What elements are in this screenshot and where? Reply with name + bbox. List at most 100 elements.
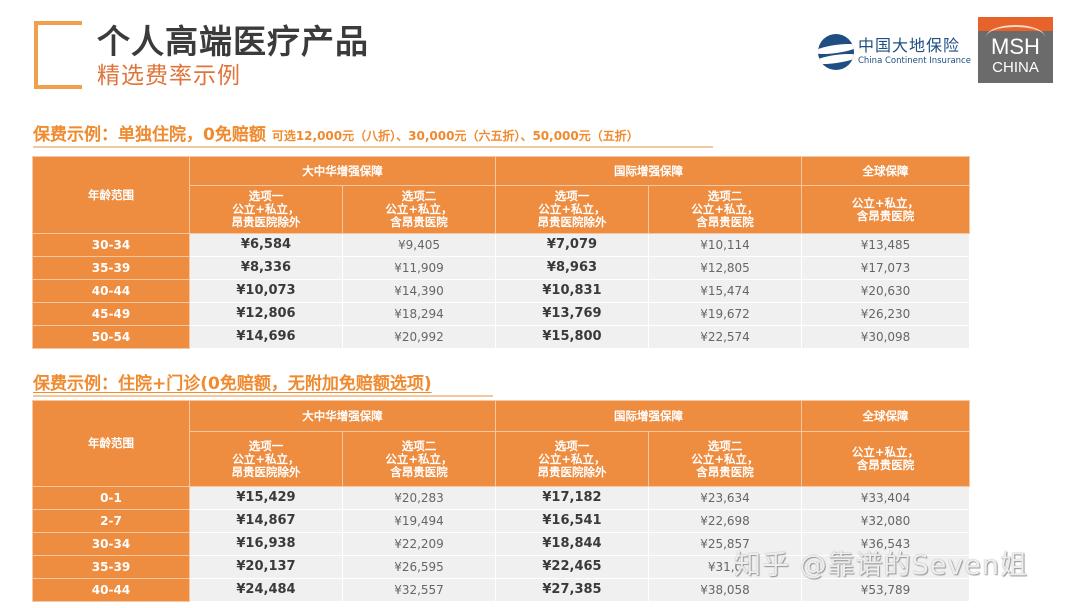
price-cell: ¥19,672 xyxy=(648,302,802,326)
group-header-international: 国际增强保障 xyxy=(495,156,802,186)
price-cell: ¥8,336 xyxy=(189,256,343,280)
group-header-global: 全球保障 xyxy=(801,156,970,186)
msh-china-logo: MSH CHINA xyxy=(978,17,1053,83)
zhihu-watermark: 知乎 @靠谱的Seven姐 xyxy=(734,550,1029,581)
section2-heading: 保费示例：住院+门诊(0免赔额，无附加免赔额选项) xyxy=(33,369,493,397)
price-cell: ¥15,800 xyxy=(495,325,649,349)
price-cell: ¥9,405 xyxy=(342,233,496,257)
option-header: 选项二 公立+私立， 含昂贵医院 xyxy=(342,431,496,487)
page-title: 个人高端医疗产品 xyxy=(97,22,369,61)
price-cell: ¥18,294 xyxy=(342,302,496,326)
price-cell: ¥22,465 xyxy=(495,555,649,579)
option-header: 选项一 公立+私立， 昂贵医院除外 xyxy=(189,185,343,234)
price-cell: ¥13,769 xyxy=(495,302,649,326)
section1-note: 可选12,000元（八折）、30,000元（六五折）、50,000元（五折） xyxy=(271,129,639,143)
price-cell: ¥36,543 xyxy=(801,532,970,556)
age-cell: 35-39 xyxy=(32,256,190,280)
price-cell: ¥30,098 xyxy=(801,325,970,349)
age-cell: 50-54 xyxy=(32,325,190,349)
price-cell: ¥23,634 xyxy=(648,486,802,510)
table-row: 40-44 ¥10,073 ¥14,390 ¥10,831 ¥15,474 ¥2… xyxy=(32,279,970,303)
age-cell: 2-7 xyxy=(32,509,190,533)
age-cell: 40-44 xyxy=(32,279,190,303)
rate-table-inpatient-outpatient: 年龄范围 大中华增强保障 国际增强保障 全球保障 选项一 公立+私立， 昂贵医院除外… xyxy=(32,400,970,602)
china-text: CHINA xyxy=(992,59,1039,76)
price-cell: ¥33,404 xyxy=(801,486,970,510)
price-cell: ¥53,789 xyxy=(801,578,970,602)
price-cell: ¥14,696 xyxy=(189,325,343,349)
option-header: 选项一 公立+私立， 昂贵医院除外 xyxy=(495,431,649,487)
table-row: 0-1 ¥15,429 ¥20,283 ¥17,182 ¥23,634 ¥33,… xyxy=(32,486,970,510)
price-cell: ¥10,831 xyxy=(495,279,649,303)
age-cell: 30-34 xyxy=(32,233,190,257)
price-cell: ¥15,429 xyxy=(189,486,343,510)
option-header: 选项二 公立+私立， 含昂贵医院 xyxy=(648,185,802,234)
price-cell: ¥12,805 xyxy=(648,256,802,280)
table-row: 2-7 ¥14,867 ¥19,494 ¥16,541 ¥22,698 ¥32,… xyxy=(32,509,970,533)
price-cell: ¥38,058 xyxy=(648,578,802,602)
price-cell: ¥16,541 xyxy=(495,509,649,533)
price-cell: ¥8,963 xyxy=(495,256,649,280)
price-cell: ¥20,137 xyxy=(189,555,343,579)
group-header-greater-china: 大中华增强保障 xyxy=(189,156,496,186)
price-cell: ¥15,474 xyxy=(648,279,802,303)
price-cell: ¥22,209 xyxy=(342,532,496,556)
price-cell: ¥22,574 xyxy=(648,325,802,349)
age-header: 年龄范围 xyxy=(32,400,190,487)
page-subtitle: 精选费率示例 xyxy=(97,63,241,89)
table-row: 50-54 ¥14,696 ¥20,992 ¥15,800 ¥22,574 ¥3… xyxy=(32,325,970,349)
price-cell: ¥20,283 xyxy=(342,486,496,510)
section1-title: 保费示例：单独住院，0免赔额 xyxy=(33,125,266,145)
price-cell: ¥19,494 xyxy=(342,509,496,533)
price-cell: ¥6,584 xyxy=(189,233,343,257)
price-cell: ¥26,230 xyxy=(801,302,970,326)
option-header: 公立+私立， 含昂贵医院 xyxy=(801,431,970,487)
price-cell: ¥32,080 xyxy=(801,509,970,533)
table-row: 35-39 ¥8,336 ¥11,909 ¥8,963 ¥12,805 ¥17,… xyxy=(32,256,970,280)
table-row: 30-34 ¥6,584 ¥9,405 ¥7,079 ¥10,114 ¥13,4… xyxy=(32,233,970,257)
group-header-global: 全球保障 xyxy=(801,400,970,432)
title-bracket-decoration xyxy=(34,21,82,89)
price-cell: ¥12,806 xyxy=(189,302,343,326)
price-cell: ¥26,595 xyxy=(342,555,496,579)
age-cell: 40-44 xyxy=(32,578,190,602)
msh-arc-icon xyxy=(978,17,1053,31)
price-cell: ¥25,857 xyxy=(648,532,802,556)
price-cell: ¥16,938 xyxy=(189,532,343,556)
price-cell: ¥20,630 xyxy=(801,279,970,303)
option-header: 选项一 公立+私立， 昂贵医院除外 xyxy=(189,431,343,487)
msh-text: MSH xyxy=(991,34,1040,59)
price-cell: ¥22,698 xyxy=(648,509,802,533)
rate-table-inpatient: 年龄范围 大中华增强保障 国际增强保障 全球保障 选项一 公立+私立， 昂贵医院除外… xyxy=(32,156,970,349)
section1-heading: 保费示例：单独住院，0免赔额 可选12,000元（八折）、30,000元（六五折）… xyxy=(33,120,713,148)
price-cell: ¥17,182 xyxy=(495,486,649,510)
price-cell xyxy=(801,555,970,579)
price-cell: ¥32,557 xyxy=(342,578,496,602)
group-header-international: 国际增强保障 xyxy=(495,400,802,432)
price-cell: ¥13,485 xyxy=(801,233,970,257)
age-header: 年龄范围 xyxy=(32,156,190,234)
section2-title: 保费示例：住院+门诊(0免赔额，无附加免赔额选项) xyxy=(33,374,432,394)
wave-logo-icon xyxy=(818,34,854,70)
age-cell: 35-39 xyxy=(32,555,190,579)
age-cell: 30-34 xyxy=(32,532,190,556)
table-row: 45-49 ¥12,806 ¥18,294 ¥13,769 ¥19,672 ¥2… xyxy=(32,302,970,326)
china-continent-logo: 中国大地保险 China Continent Insurance xyxy=(818,34,971,70)
option-header: 选项一 公立+私立， 昂贵医院除外 xyxy=(495,185,649,234)
age-cell: 45-49 xyxy=(32,302,190,326)
option-header: 公立+私立， 含昂贵医院 xyxy=(801,185,970,234)
table-row: 40-44 ¥24,484 ¥32,557 ¥27,385 ¥38,058 ¥5… xyxy=(32,578,970,602)
logo-en-text: China Continent Insurance xyxy=(858,56,971,66)
price-cell: ¥14,390 xyxy=(342,279,496,303)
price-cell: ¥20,992 xyxy=(342,325,496,349)
price-cell: ¥10,073 xyxy=(189,279,343,303)
price-cell: ¥27,385 xyxy=(495,578,649,602)
option-header: 选项二 公立+私立， 含昂贵医院 xyxy=(648,431,802,487)
price-cell: ¥18,844 xyxy=(495,532,649,556)
logo-cn-text: 中国大地保险 xyxy=(858,36,961,55)
price-cell: ¥10,114 xyxy=(648,233,802,257)
price-cell: ¥14,867 xyxy=(189,509,343,533)
price-cell: ¥7,079 xyxy=(495,233,649,257)
option-header: 选项二 公立+私立， 含昂贵医院 xyxy=(342,185,496,234)
table-row: 35-39 ¥20,137 ¥26,595 ¥22,465 ¥31,0 xyxy=(32,555,970,579)
